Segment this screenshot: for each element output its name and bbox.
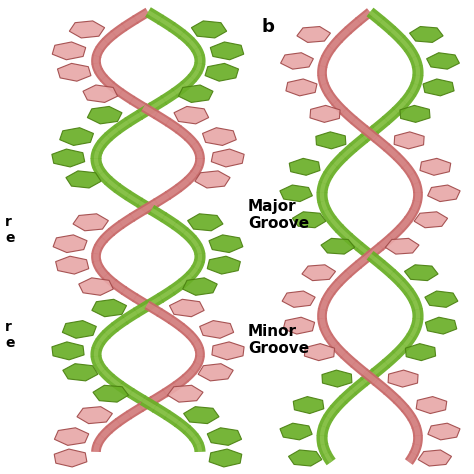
Polygon shape <box>322 370 352 387</box>
Polygon shape <box>410 27 443 42</box>
Polygon shape <box>55 428 89 446</box>
Polygon shape <box>207 428 242 446</box>
Polygon shape <box>53 235 87 253</box>
Polygon shape <box>281 53 313 69</box>
Polygon shape <box>385 238 419 254</box>
Polygon shape <box>423 79 454 96</box>
Polygon shape <box>289 158 320 175</box>
Polygon shape <box>209 449 242 467</box>
Polygon shape <box>174 107 209 124</box>
Polygon shape <box>282 291 315 307</box>
Polygon shape <box>316 132 346 149</box>
Polygon shape <box>183 407 219 424</box>
Polygon shape <box>400 105 430 122</box>
Polygon shape <box>66 171 101 188</box>
Polygon shape <box>93 385 128 402</box>
Polygon shape <box>321 238 355 254</box>
Polygon shape <box>209 235 243 253</box>
Polygon shape <box>280 185 312 201</box>
Polygon shape <box>286 79 317 96</box>
Polygon shape <box>54 449 87 467</box>
Polygon shape <box>195 171 230 188</box>
Text: r
e: r e <box>5 320 15 350</box>
Polygon shape <box>170 299 204 317</box>
Polygon shape <box>92 299 127 317</box>
Polygon shape <box>202 128 236 146</box>
Polygon shape <box>188 214 223 231</box>
Polygon shape <box>77 407 112 424</box>
Polygon shape <box>79 278 113 295</box>
Polygon shape <box>55 256 89 274</box>
Polygon shape <box>394 132 424 149</box>
Polygon shape <box>289 450 322 466</box>
Polygon shape <box>310 105 340 122</box>
Polygon shape <box>198 364 233 381</box>
Polygon shape <box>425 317 457 334</box>
Polygon shape <box>280 423 312 440</box>
Polygon shape <box>87 107 122 124</box>
Polygon shape <box>428 185 460 201</box>
Text: r
e: r e <box>5 215 15 245</box>
Polygon shape <box>182 278 217 295</box>
Polygon shape <box>63 320 96 338</box>
Polygon shape <box>211 149 244 167</box>
Polygon shape <box>293 397 324 413</box>
Polygon shape <box>73 214 109 231</box>
Polygon shape <box>304 344 335 361</box>
Polygon shape <box>297 27 330 42</box>
Text: Major
Groove: Major Groove <box>248 199 309 231</box>
Polygon shape <box>210 42 244 60</box>
Polygon shape <box>83 85 118 102</box>
Polygon shape <box>388 370 418 387</box>
Polygon shape <box>427 53 459 69</box>
Polygon shape <box>302 265 336 281</box>
Polygon shape <box>207 256 240 274</box>
Polygon shape <box>57 64 91 81</box>
Polygon shape <box>404 265 438 281</box>
Polygon shape <box>178 85 213 102</box>
Polygon shape <box>63 364 98 381</box>
Polygon shape <box>52 42 86 60</box>
Polygon shape <box>69 21 105 38</box>
Polygon shape <box>52 149 85 167</box>
Polygon shape <box>167 385 203 402</box>
Polygon shape <box>292 212 326 228</box>
Polygon shape <box>420 158 451 175</box>
Polygon shape <box>200 320 234 338</box>
Polygon shape <box>414 212 447 228</box>
Polygon shape <box>418 450 452 466</box>
Polygon shape <box>416 397 447 413</box>
Polygon shape <box>60 128 93 146</box>
Polygon shape <box>52 342 84 360</box>
Text: b: b <box>262 18 275 36</box>
Polygon shape <box>405 344 436 361</box>
Polygon shape <box>283 317 315 334</box>
Polygon shape <box>425 291 458 307</box>
Polygon shape <box>212 342 244 360</box>
Polygon shape <box>191 21 227 38</box>
Text: Minor
Groove: Minor Groove <box>248 324 309 356</box>
Polygon shape <box>205 64 238 81</box>
Polygon shape <box>428 423 460 440</box>
